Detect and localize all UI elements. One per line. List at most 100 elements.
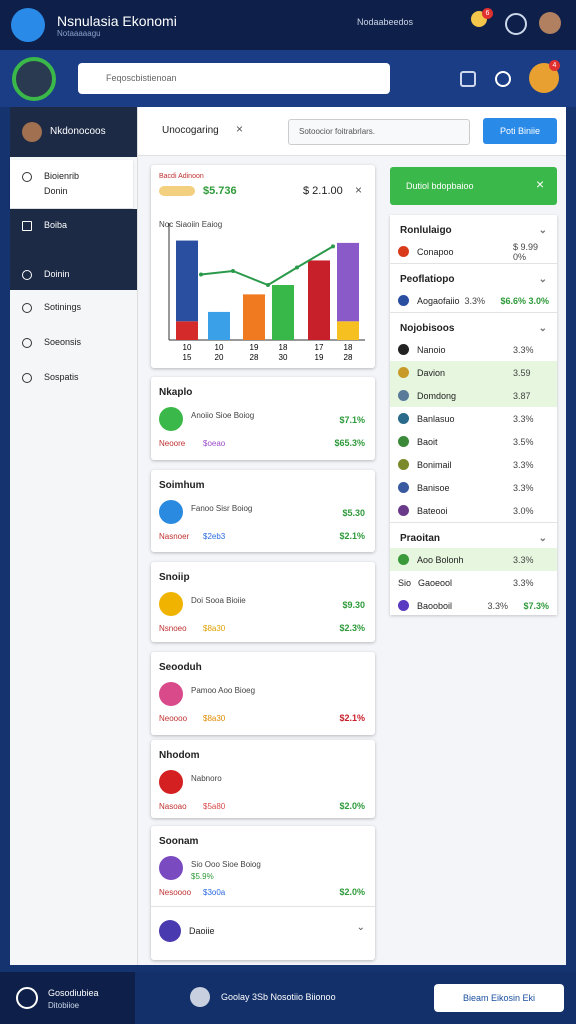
icon[interactable] bbox=[495, 71, 511, 87]
card: Soimhum Fanoo Sisr Boiog $5.30 Nasnoer $2eb3… bbox=[151, 470, 375, 552]
close[interactable]: × bbox=[355, 183, 363, 197]
nav-label[interactable]: Sotinings bbox=[44, 302, 82, 312]
list-row[interactable]: Davion 3.59 bbox=[390, 361, 557, 384]
logo[interactable] bbox=[11, 8, 45, 42]
card-footer[interactable]: Daoiie bbox=[189, 926, 215, 936]
x-label: 30 bbox=[279, 353, 288, 362]
card-icon bbox=[159, 920, 181, 942]
filter-input[interactable]: Sotoocior foitrabrlars. bbox=[288, 119, 470, 145]
close[interactable]: × bbox=[236, 122, 244, 136]
chevron: ⌄ bbox=[538, 225, 547, 236]
chevron: ⌄ bbox=[538, 533, 547, 544]
list-row[interactable]: Bateooi 3.0% bbox=[390, 499, 557, 522]
badge: 4 bbox=[549, 60, 560, 71]
nav-label[interactable]: Boiba bbox=[44, 220, 68, 230]
divider bbox=[151, 906, 375, 907]
nav-icon bbox=[22, 373, 32, 383]
row-icon bbox=[398, 482, 409, 493]
nav-label[interactable]: Doinin bbox=[44, 269, 70, 279]
footer-center: Goolay 3Sb Nosotiio Biionoo bbox=[221, 992, 336, 1002]
list-row[interactable]: Baooboil 3.3% $7.3% bbox=[390, 594, 557, 617]
card-tag: Neoooo bbox=[159, 714, 188, 723]
card-rate-top: $5.30 bbox=[342, 508, 365, 518]
row-value2: $7.3% bbox=[523, 600, 549, 611]
card-name: Nabnoro bbox=[191, 774, 222, 783]
row-label: Bateooi bbox=[417, 505, 448, 516]
sidebar-header: Nkdonocoos bbox=[10, 107, 137, 157]
card-code: $5a80 bbox=[203, 802, 226, 811]
profile[interactable] bbox=[12, 57, 56, 101]
icon[interactable] bbox=[460, 71, 476, 87]
icon[interactable] bbox=[16, 987, 38, 1009]
section-header[interactable]: Ronlulaigo ⌄ bbox=[390, 215, 557, 240]
chevron[interactable]: ⌄ bbox=[356, 922, 365, 933]
list-row[interactable]: Domdong 3.87 bbox=[390, 384, 557, 407]
menu[interactable]: Nodaabeedos bbox=[357, 17, 414, 27]
sidebar: Nkdonocoos Bioienrib Donin Boiba Doinin Soti… bbox=[10, 107, 138, 965]
x-label: 18 bbox=[279, 343, 288, 352]
chart-value: $5.736 bbox=[203, 185, 237, 197]
bar bbox=[208, 311, 230, 340]
banner: Dutiol bdopbaioo × bbox=[390, 167, 557, 205]
list-row[interactable]: Banisoe 3.3% bbox=[390, 476, 557, 499]
list-row[interactable]: Conapoo $ 9.99 0% bbox=[390, 240, 557, 263]
bar bbox=[337, 321, 359, 340]
card-icon bbox=[159, 770, 183, 794]
app-title: Nsnulasia Ekonomi bbox=[57, 13, 177, 29]
card-icon bbox=[159, 682, 183, 706]
list-row[interactable]: Sio Gaoeool 3.3% bbox=[390, 571, 557, 594]
selected-item[interactable] bbox=[10, 160, 133, 208]
row-label: Banisoe bbox=[417, 482, 450, 493]
list-row[interactable]: Aogaofaiio 3.3% $6.6% 3.0% bbox=[390, 289, 557, 312]
header: Nsnulasia Ekonomi Notaaaaagu Nodaabeedos… bbox=[0, 0, 576, 50]
list-row[interactable]: Nanoio 3.3% bbox=[390, 338, 557, 361]
filter: Sotoocior foitrabrlars. bbox=[299, 127, 376, 136]
row-label: Baoit bbox=[417, 436, 438, 447]
line-point bbox=[266, 283, 270, 288]
footer-button[interactable]: Bieam Eikosin Eki bbox=[434, 984, 564, 1012]
row-value: 3.3% bbox=[464, 295, 485, 306]
search-input[interactable]: Feqoscbistienoan bbox=[78, 63, 390, 94]
list-row[interactable]: Baoit 3.5% bbox=[390, 430, 557, 453]
chevron: ⌄ bbox=[538, 323, 547, 334]
line-point bbox=[231, 268, 235, 273]
section-title: Ronlulaigo bbox=[400, 225, 452, 236]
section-title: Nojobisoos bbox=[400, 323, 455, 334]
prefix: Sio bbox=[398, 577, 412, 588]
button[interactable]: Poti Biniie bbox=[483, 118, 557, 144]
sidebar-title: Nkdonocoos bbox=[50, 126, 106, 137]
row-value: 3.3% bbox=[513, 577, 534, 588]
footer: Gosodiubiea Ditobiioe Goolay 3Sb Nosotii… bbox=[0, 972, 576, 1024]
nav-label[interactable]: Soeonsis bbox=[44, 337, 82, 347]
icon[interactable] bbox=[505, 13, 527, 35]
card: Seooduh Pamoo Aoo Bioeg Neoooo $8a30 $2.1% bbox=[151, 652, 375, 735]
card-name: Anoiio Sioe Boiog bbox=[191, 411, 255, 420]
card-code: $8a30 bbox=[203, 714, 226, 723]
banner-text: Dutiol bdopbaioo bbox=[406, 181, 474, 191]
x-label: 10 bbox=[215, 343, 224, 352]
row-icon bbox=[398, 413, 409, 424]
row-label: Banlasuo bbox=[417, 413, 455, 424]
line-point bbox=[199, 272, 203, 277]
row-icon bbox=[398, 505, 409, 516]
tab[interactable]: Unocogaring bbox=[162, 125, 219, 136]
avatar bbox=[22, 122, 42, 142]
side-panel: Ronlulaigo ⌄ Conapoo $ 9.99 0% Peoflatiopo ⌄ A… bbox=[390, 215, 557, 615]
card-code: $3o0a bbox=[203, 888, 226, 897]
row-icon bbox=[398, 367, 409, 378]
avatar[interactable] bbox=[539, 12, 561, 34]
section-header[interactable]: Praoitan ⌄ bbox=[390, 522, 557, 548]
card-icon bbox=[159, 592, 183, 616]
section-header[interactable]: Peoflatiopo ⌄ bbox=[390, 263, 557, 289]
nav-label[interactable]: Bioienrib bbox=[44, 171, 80, 181]
close[interactable]: × bbox=[536, 176, 545, 192]
card-rate-top: $9.30 bbox=[342, 600, 365, 610]
bar bbox=[243, 294, 265, 340]
nav-label[interactable]: Sospatis bbox=[44, 372, 79, 382]
row-icon bbox=[398, 390, 409, 401]
list-row[interactable]: Banlasuo 3.3% bbox=[390, 407, 557, 430]
section-header[interactable]: Nojobisoos ⌄ bbox=[390, 312, 557, 338]
row-label: Gaoeool bbox=[418, 577, 453, 588]
list-row[interactable]: Bonimail 3.3% bbox=[390, 453, 557, 476]
list-row[interactable]: Aoo Bolonh 3.3% bbox=[390, 548, 557, 571]
